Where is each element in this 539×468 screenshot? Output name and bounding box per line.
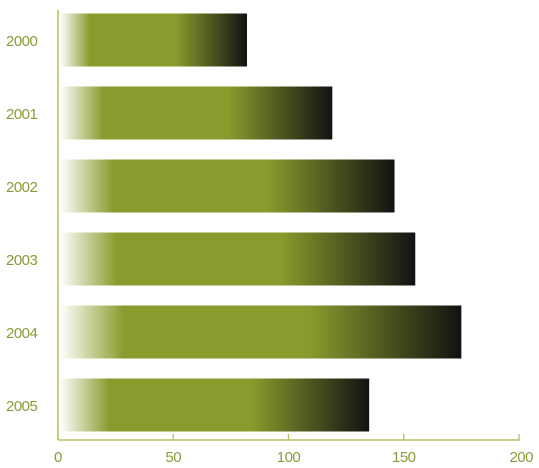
y-tick-label-2004: 2004 [6, 325, 38, 342]
x-tick-label-50: 50 [165, 449, 181, 466]
bar-2005 [60, 378, 370, 432]
bar-2001 [60, 86, 333, 140]
x-ticks-group [57, 434, 520, 440]
x-tick-label-100: 100 [277, 449, 301, 466]
bar-2004 [60, 305, 462, 359]
bar-2000 [60, 13, 248, 67]
x-tick-label-150: 150 [392, 449, 416, 466]
bar-2002 [60, 159, 395, 213]
y-tick-labels: 2000 2001 2002 2003 2004 2005 [6, 33, 38, 415]
bars-group [60, 13, 462, 432]
x-tick-label-200: 200 [509, 449, 533, 466]
y-tick-label-2001: 2001 [6, 106, 38, 123]
y-tick-label-2005: 2005 [6, 398, 38, 415]
x-tick-labels: 0 50 100 150 200 [54, 449, 534, 466]
axes-group [57, 10, 520, 441]
bar-2003 [60, 232, 416, 286]
x-tick-label-0: 0 [54, 449, 62, 466]
y-tick-label-2002: 2002 [6, 179, 38, 196]
y-tick-label-2000: 2000 [6, 33, 38, 50]
y-tick-label-2003: 2003 [6, 252, 38, 269]
